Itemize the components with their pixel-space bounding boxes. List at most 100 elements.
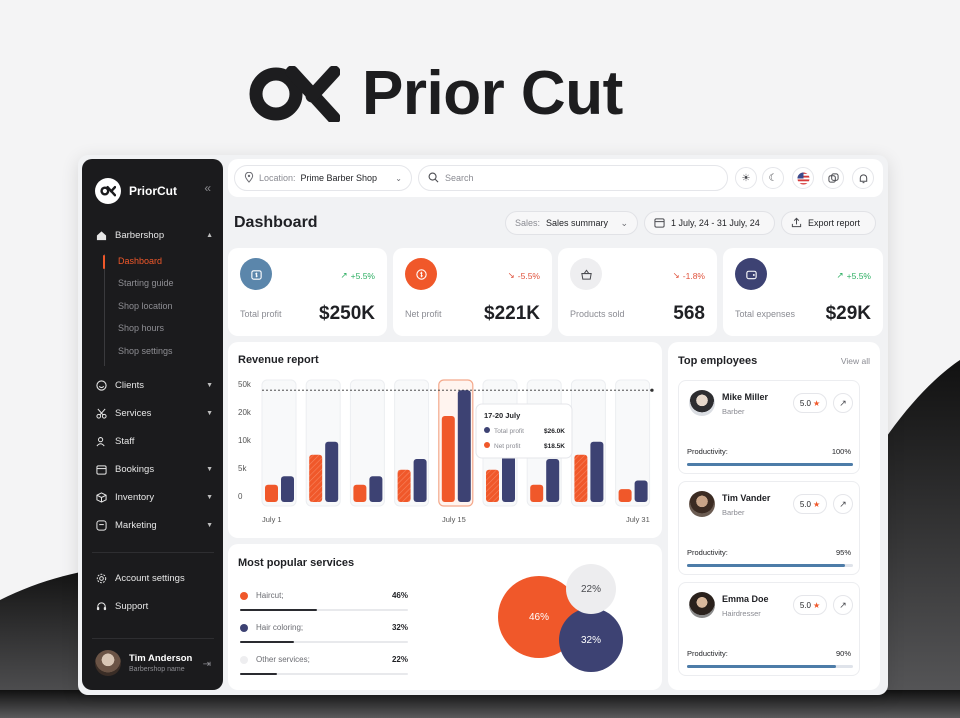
- topbar: Location: Prime Barber Shop ⌄ Search ☀ ☾: [228, 159, 883, 197]
- chevron-down-icon: ⌄: [620, 217, 628, 228]
- export-report-button[interactable]: Export report: [781, 211, 876, 235]
- bar-net-profit: [353, 484, 367, 502]
- service-progress: [240, 641, 408, 643]
- star-icon: ★: [812, 600, 821, 610]
- stat-card-net-profit[interactable]: ↘ -5.5% Net profit $221K: [393, 248, 552, 336]
- chevron-down-icon: ▼: [206, 381, 213, 389]
- tooltip-legend-dot: [484, 442, 490, 448]
- sidebar-item-support[interactable]: Support: [95, 600, 213, 612]
- basket-icon: [570, 258, 602, 290]
- sidebar-item-staff[interactable]: Staff: [95, 435, 213, 447]
- gear-icon: [95, 572, 107, 584]
- wallet-dollar-icon: [240, 258, 272, 290]
- employee-card[interactable]: Emma Doe Hairdresser 5.0 ★ ↗ Productivity…: [678, 582, 860, 676]
- sidebar-subitem-shop-settings[interactable]: Shop settings: [118, 346, 173, 356]
- location-select[interactable]: Location: Prime Barber Shop ⌄: [234, 165, 412, 191]
- sidebar-divider: [92, 552, 214, 553]
- sidebar-subitem-starting-guide[interactable]: Starting guide: [118, 278, 174, 288]
- date-range-picker[interactable]: 1 July, 24 - 31 July, 24: [644, 211, 775, 235]
- search-placeholder: Search: [445, 173, 474, 183]
- brand-name: PriorCut: [129, 184, 177, 198]
- bar-net-profit: [397, 469, 411, 502]
- revenue-report-card: Revenue report 50k 20k 10k 5k 0 July 1 July 15…: [228, 342, 662, 538]
- sidebar-item-barbershop[interactable]: Barbershop ▲: [95, 229, 213, 241]
- productivity-bar: [687, 665, 853, 668]
- box-icon: [95, 491, 107, 503]
- moon-icon[interactable]: ☾: [762, 167, 784, 189]
- x-tick-label: July 15: [442, 515, 466, 524]
- user-role: Barbershop name: [129, 666, 185, 673]
- sidebar-subitem-dashboard[interactable]: Dashboard: [118, 256, 163, 266]
- sidebar-item-marketing[interactable]: Marketing ▼: [95, 519, 213, 531]
- search-input[interactable]: Search: [418, 165, 728, 191]
- bar-total-profit: [590, 441, 604, 502]
- service-progress: [240, 609, 408, 611]
- sidebar-item-inventory[interactable]: Inventory ▼: [95, 491, 213, 503]
- top-employees-card: Top employees View all Mike Miller Barbe…: [668, 342, 880, 690]
- coin-dollar-icon: [405, 258, 437, 290]
- sidebar-subitem-shop-location[interactable]: Shop location: [118, 301, 173, 311]
- us-flag-icon[interactable]: [792, 167, 814, 189]
- bar-net-profit: [309, 454, 323, 502]
- employee-card[interactable]: Mike Miller Barber 5.0 ★ ↗ Productivity: …: [678, 380, 860, 474]
- user-profile[interactable]: Tim Anderson Barbershop name: [95, 650, 192, 676]
- employee-card[interactable]: Tim Vander Barber 5.0 ★ ↗ Productivity: 9…: [678, 481, 860, 575]
- tooltip-label: Net profit: [494, 443, 521, 450]
- chevron-down-icon: ▼: [206, 409, 213, 417]
- sidebar-item-label: Staff: [115, 435, 135, 447]
- sales-value: Sales summary: [546, 218, 609, 228]
- location-value: Prime Barber Shop: [300, 173, 378, 183]
- stat-card-total-expenses[interactable]: ↗ +5.5% Total expenses $29K: [723, 248, 883, 336]
- stat-card-products-sold[interactable]: ↘ -1.8% Products sold 568: [558, 248, 717, 336]
- arrow-up-right-icon[interactable]: ↗: [833, 494, 853, 514]
- sidebar-item-bookings[interactable]: Bookings ▼: [95, 463, 213, 475]
- double-chevron-left-icon[interactable]: «: [204, 181, 211, 195]
- y-tick-label: 5k: [238, 464, 247, 473]
- bubble-other-services: 22%: [566, 564, 616, 614]
- location-pin-icon: [244, 171, 254, 185]
- sidebar-item-account-settings[interactable]: Account settings: [95, 572, 213, 584]
- home-icon: [95, 229, 107, 241]
- export-icon: [791, 217, 802, 230]
- service-name: Other services;: [256, 655, 310, 664]
- staff-icon: [95, 435, 107, 447]
- chevron-up-icon: ▲: [206, 231, 213, 239]
- messages-icon[interactable]: [822, 167, 844, 189]
- services-title: Most popular services: [238, 557, 355, 569]
- sun-icon[interactable]: ☀: [735, 167, 757, 189]
- sidebar-divider: [92, 638, 214, 639]
- bar-total-profit: [281, 476, 294, 502]
- sidebar-item-services[interactable]: Services ▼: [95, 407, 213, 419]
- stat-card-total-profit[interactable]: ↗ +5.5% Total profit $250K: [228, 248, 387, 336]
- sidebar-item-label: Account settings: [115, 572, 185, 584]
- productivity-fill: [687, 564, 845, 567]
- trend-indicator: ↗ +5.5%: [836, 270, 871, 281]
- search-icon: [428, 172, 439, 185]
- chevron-down-icon: ⌄: [395, 173, 402, 183]
- sales-select[interactable]: Sales: Sales summary ⌄: [505, 211, 638, 235]
- sidebar-item-clients[interactable]: Clients ▼: [95, 379, 213, 391]
- service-progress-fill: [240, 641, 294, 643]
- stat-label: Net profit: [405, 309, 442, 319]
- employee-role: Hairdresser: [722, 609, 761, 618]
- app-window: PriorCut « Barbershop ▲ Dashboard Starti…: [78, 155, 888, 695]
- arrow-up-right-icon[interactable]: ↗: [833, 393, 853, 413]
- sidebar-subitem-shop-hours[interactable]: Shop hours: [118, 323, 165, 333]
- legend-dot: [240, 592, 248, 600]
- bar-total-profit: [369, 476, 383, 502]
- view-all-link[interactable]: View all: [840, 356, 870, 366]
- sidebar-brand[interactable]: PriorCut: [95, 178, 177, 204]
- employees-title: Top employees: [678, 355, 758, 367]
- productivity-value: 95%: [835, 548, 851, 557]
- logout-icon[interactable]: ⇥: [202, 659, 211, 670]
- stat-label: Total expenses: [735, 309, 796, 319]
- date-range: 1 July, 24 - 31 July, 24: [671, 218, 760, 228]
- productivity-fill: [687, 463, 853, 466]
- service-value: 46%: [391, 591, 408, 600]
- trend-indicator: ↘ -1.8%: [672, 270, 705, 281]
- bell-icon[interactable]: [852, 167, 874, 189]
- y-tick-label: 0: [238, 492, 243, 501]
- sidebar-item-label: Barbershop: [115, 229, 165, 241]
- arrow-up-right-icon[interactable]: ↗: [833, 595, 853, 615]
- bar-total-profit: [546, 459, 560, 502]
